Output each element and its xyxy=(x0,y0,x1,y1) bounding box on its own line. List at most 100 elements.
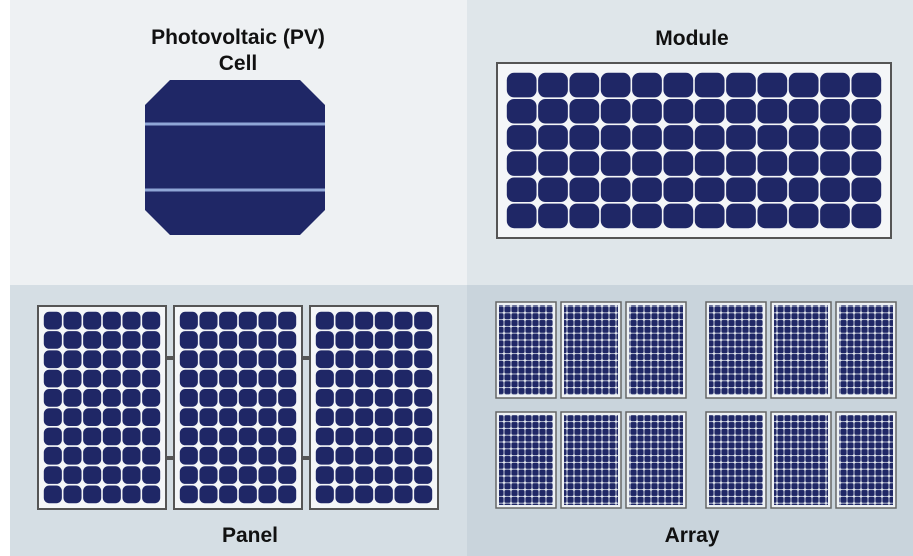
solar-cell xyxy=(851,72,882,98)
solar-cell xyxy=(63,427,82,446)
solar-cell xyxy=(199,485,218,504)
solar-cell xyxy=(142,446,161,465)
solar-cell xyxy=(694,98,725,124)
solar-cell xyxy=(569,98,600,124)
pv-cell xyxy=(145,80,325,235)
solar-cell xyxy=(757,72,788,98)
solar-cell xyxy=(414,408,433,426)
solar-cell xyxy=(569,177,600,203)
solar-cell xyxy=(63,485,82,504)
solar-cell xyxy=(600,72,631,98)
solar-cell xyxy=(122,466,141,484)
solar-cell xyxy=(374,408,393,426)
solar-cell xyxy=(335,446,354,465)
solar-cell xyxy=(219,369,238,388)
solar-cell xyxy=(694,125,725,150)
solar-cell xyxy=(43,446,62,465)
solar-cell xyxy=(142,389,161,407)
solar-cell xyxy=(315,446,334,465)
solar-cell xyxy=(506,203,537,229)
solar-cell xyxy=(788,203,819,229)
solar-cell xyxy=(757,151,788,176)
solar-cell xyxy=(43,369,62,388)
solar-cell xyxy=(238,466,257,484)
solar-cell xyxy=(394,350,413,369)
solar-cell xyxy=(569,72,600,98)
solar-cell xyxy=(335,408,354,426)
solar-cell xyxy=(179,408,198,426)
solar-cell xyxy=(632,177,662,203)
solar-cell xyxy=(414,485,433,504)
connector xyxy=(302,456,310,460)
solar-cell xyxy=(506,177,537,203)
solar-cell xyxy=(335,311,354,330)
solar-cell xyxy=(83,466,102,484)
solar-cell xyxy=(122,408,141,426)
solar-cell xyxy=(394,389,413,407)
solar-cell xyxy=(142,427,161,446)
solar-cell xyxy=(600,151,631,176)
solar-cell xyxy=(538,177,568,203)
solar-cell xyxy=(726,72,756,98)
solar-cell xyxy=(238,311,257,330)
solar-cell xyxy=(394,311,413,330)
solar-cell xyxy=(258,331,277,349)
solar-cell xyxy=(394,466,413,484)
solar-cell xyxy=(663,177,694,203)
solar-cell xyxy=(142,466,161,484)
solar-cell xyxy=(83,408,102,426)
panel-label: Panel xyxy=(222,524,278,547)
solar-cell xyxy=(694,203,725,229)
array-module-cells xyxy=(774,415,828,505)
solar-cell xyxy=(355,408,374,426)
solar-cell xyxy=(788,98,819,124)
solar-cell xyxy=(102,369,121,388)
solar-cell xyxy=(142,311,161,330)
array-module-cells xyxy=(564,415,618,505)
solar-cell xyxy=(600,125,631,150)
solar-cell xyxy=(278,350,297,369)
solar-cell xyxy=(315,485,334,504)
solar-cell xyxy=(258,485,277,504)
solar-cell xyxy=(355,369,374,388)
solar-cell xyxy=(569,125,600,150)
solar-cell xyxy=(538,98,568,124)
solar-cell xyxy=(506,98,537,124)
solar-cell xyxy=(199,331,218,349)
array-label: Array xyxy=(665,524,720,547)
solar-cell xyxy=(179,427,198,446)
solar-cell xyxy=(506,125,537,150)
solar-cell xyxy=(102,427,121,446)
solar-cell xyxy=(315,408,334,426)
cell-label: Cell xyxy=(219,52,258,75)
solar-cell xyxy=(757,203,788,229)
solar-cell xyxy=(569,203,600,229)
solar-cell xyxy=(258,311,277,330)
solar-cell xyxy=(374,350,393,369)
solar-cell xyxy=(102,331,121,349)
solar-cell xyxy=(632,98,662,124)
solar-cell xyxy=(335,466,354,484)
solar-cell xyxy=(414,350,433,369)
solar-cell xyxy=(278,311,297,330)
solar-cell xyxy=(43,389,62,407)
solar-cell xyxy=(355,427,374,446)
solar-cell xyxy=(820,203,850,229)
solar-cell xyxy=(278,331,297,349)
solar-cell xyxy=(278,466,297,484)
solar-cell xyxy=(102,466,121,484)
solar-cell xyxy=(788,151,819,176)
solar-cell xyxy=(179,311,198,330)
solar-cell xyxy=(258,427,277,446)
solar-cell xyxy=(122,311,141,330)
solar-cell xyxy=(315,331,334,349)
solar-cell xyxy=(219,446,238,465)
solar-cell xyxy=(335,331,354,349)
solar-cell xyxy=(632,151,662,176)
solar-cell xyxy=(820,72,850,98)
solar-cell xyxy=(726,151,756,176)
solar-cell xyxy=(63,369,82,388)
solar-cell xyxy=(219,331,238,349)
solar-cell xyxy=(199,369,218,388)
connector xyxy=(166,456,174,460)
